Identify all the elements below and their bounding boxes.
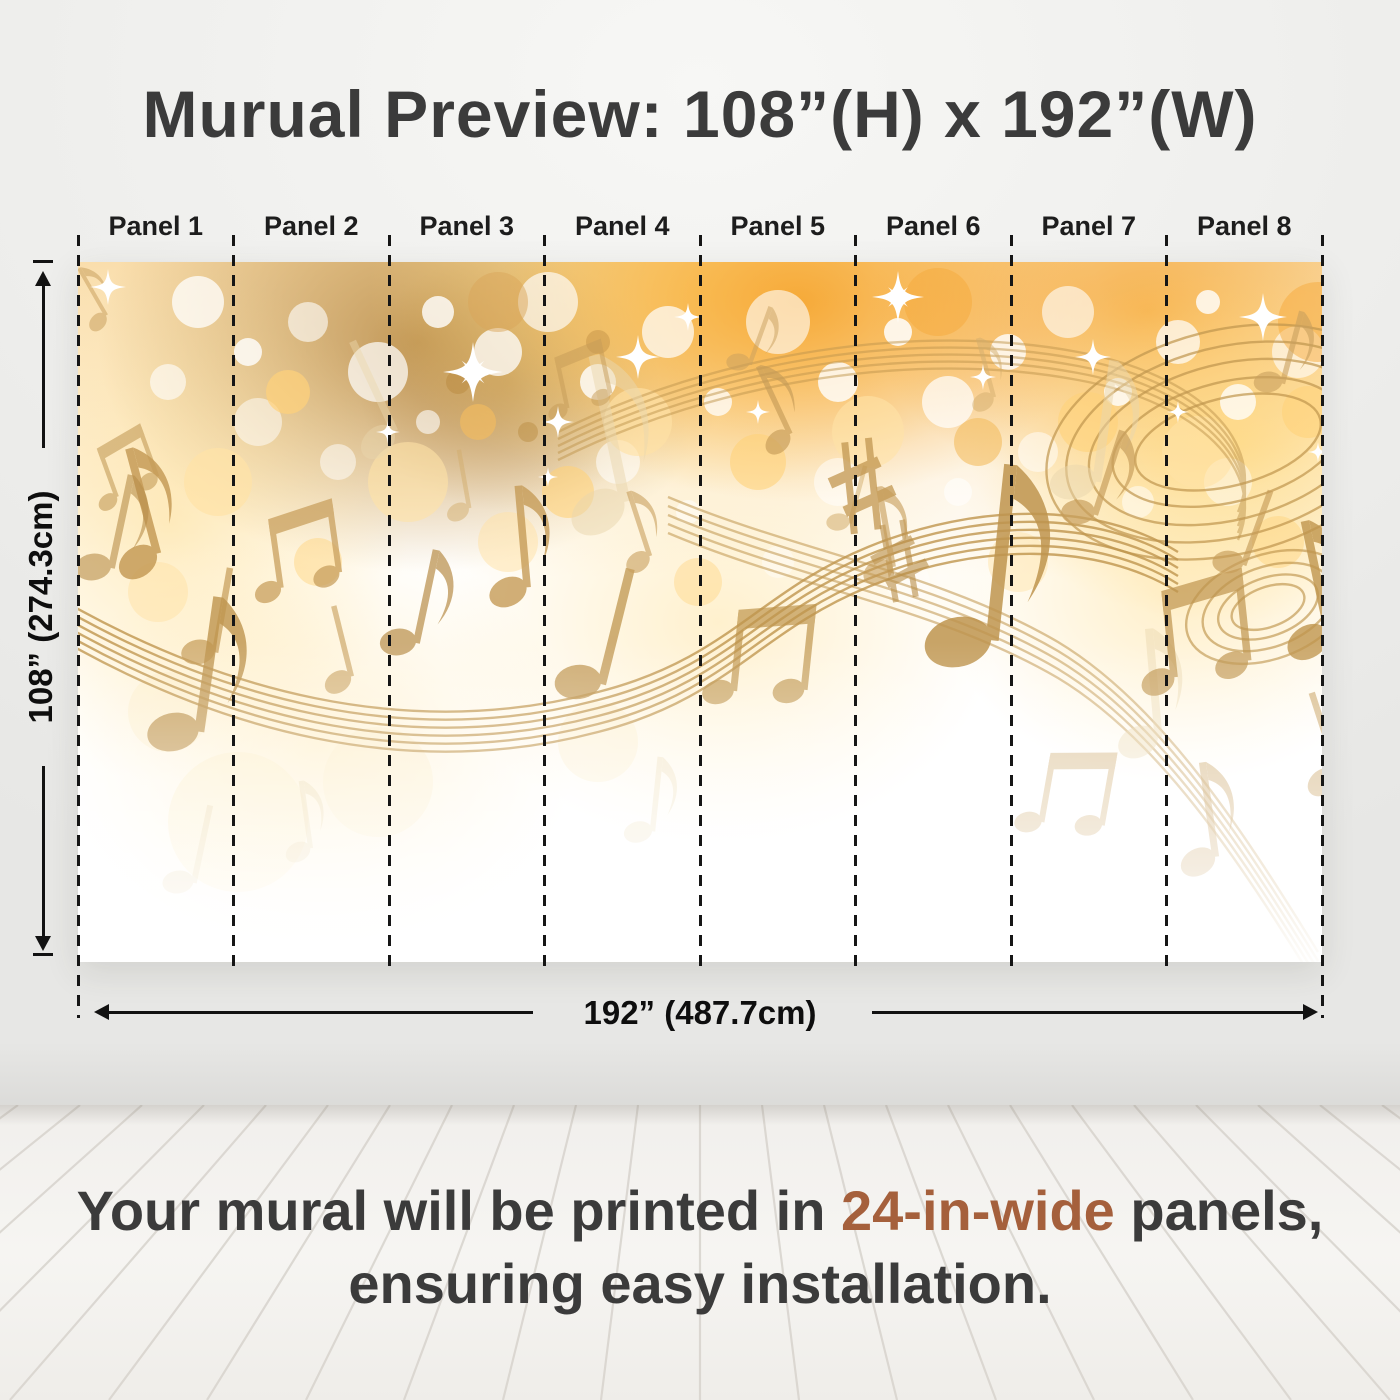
height-cap-top (33, 260, 53, 263)
panel-label: Panel 1 (108, 211, 204, 241)
mural-edge-line (76, 235, 80, 1018)
wood-floor (0, 1105, 1400, 1400)
caption-highlight: 24-in-wide (841, 1179, 1115, 1242)
panel-label: Panel 7 (1041, 211, 1137, 241)
panel-label: Panel 4 (574, 211, 670, 241)
panel-label: Panel 3 (419, 211, 515, 241)
panel-divider-line (232, 235, 235, 975)
music-notes-artwork (78, 262, 1322, 962)
panel-divider-line (1165, 235, 1168, 975)
panel-divider-line (698, 235, 702, 975)
mural-edge-line (1320, 235, 1324, 1018)
width-line-left (108, 1011, 533, 1014)
panel-divider-line (854, 235, 857, 975)
caption-suffix: panels, ensuring easy installation. (348, 1179, 1324, 1315)
height-arrowhead-up (35, 271, 51, 286)
panel-label: Panel 2 (263, 211, 359, 241)
width-line-right (872, 1011, 1304, 1014)
caption: Your mural will be printed in 24-in-wide… (0, 1174, 1400, 1320)
page-title: Murual Preview: 108”(H) x 192”(W) (142, 77, 1258, 151)
width-dimension-label: 192” (487.7cm) (583, 994, 817, 1031)
panel-divider-line (543, 235, 546, 975)
width-arrowhead-left (94, 1004, 109, 1020)
wall-floor-shadow (0, 1042, 1400, 1105)
height-arrowhead-down (35, 936, 51, 951)
height-cap-bottom (33, 953, 53, 956)
panel-label: Panel 8 (1196, 211, 1292, 241)
height-line-bottom (42, 766, 45, 936)
panel-label: Panel 5 (730, 211, 826, 241)
height-line-top (42, 284, 45, 448)
mural-image (78, 262, 1322, 962)
panel-divider-line (1009, 235, 1013, 975)
panel-divider-line (387, 235, 391, 975)
panel-label: Panel 6 (885, 211, 981, 241)
width-arrowhead-right (1303, 1004, 1318, 1020)
caption-prefix: Your mural will be printed in (76, 1179, 841, 1242)
height-dimension-label: 108” (274.3cm) (22, 490, 59, 724)
